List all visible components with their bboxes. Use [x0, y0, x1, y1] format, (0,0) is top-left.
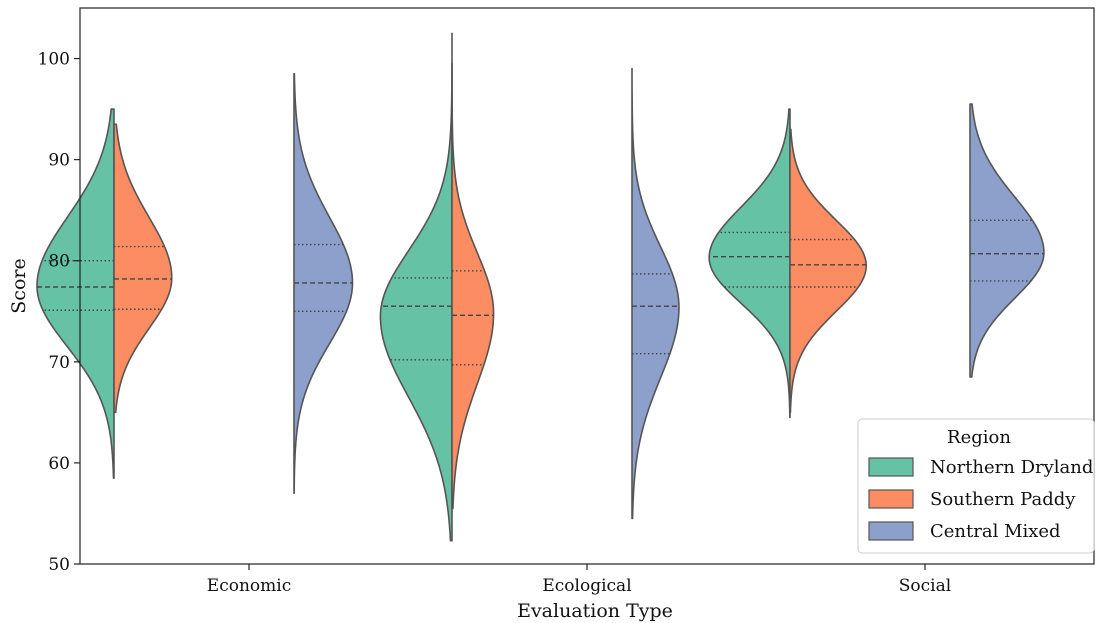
legend-box — [857, 418, 1095, 554]
legend-label: Northern Dryland — [930, 457, 1093, 478]
violin-central-mixed-economic — [293, 72, 354, 495]
plot-area — [36, 32, 1045, 542]
legend: Region Northern Dryland Southern Paddy Cen… — [857, 418, 1095, 554]
violin-northern-dryland-ecological — [379, 62, 453, 542]
y-tick-label: 70 — [48, 353, 70, 373]
y-tick-label: 90 — [48, 151, 70, 171]
legend-swatch-central-mixed — [868, 521, 914, 541]
violin-southern-paddy-social — [789, 128, 867, 414]
y-axis-title: Score — [8, 258, 30, 313]
y-tick-label: 60 — [48, 454, 70, 474]
y-tick-label: 100 — [38, 50, 70, 70]
y-tick-label: 50 — [48, 555, 70, 575]
violin-central-mixed-social — [969, 103, 1045, 378]
y-axis: 50 60 70 80 90 100 — [38, 50, 80, 575]
legend-swatch-southern-paddy — [868, 489, 914, 509]
y-tick-label: 80 — [48, 252, 70, 272]
x-tick-label-economic: Economic — [207, 576, 291, 596]
violin-central-mixed-ecological — [631, 67, 680, 520]
violin-northern-dryland-economic — [36, 108, 115, 479]
legend-label: Central Mixed — [930, 521, 1061, 542]
violin-southern-paddy-economic — [113, 123, 173, 414]
legend-label: Southern Paddy — [930, 489, 1076, 510]
x-tick-label-social: Social — [899, 576, 951, 596]
x-tick-label-ecological: Ecological — [542, 576, 631, 596]
x-axis-title: Evaluation Type — [517, 600, 673, 622]
x-axis: Economic Ecological Social — [207, 564, 951, 596]
legend-swatch-northern-dryland — [868, 457, 914, 477]
violin-northern-dryland-social — [708, 108, 791, 419]
legend-title: Region — [947, 427, 1011, 448]
